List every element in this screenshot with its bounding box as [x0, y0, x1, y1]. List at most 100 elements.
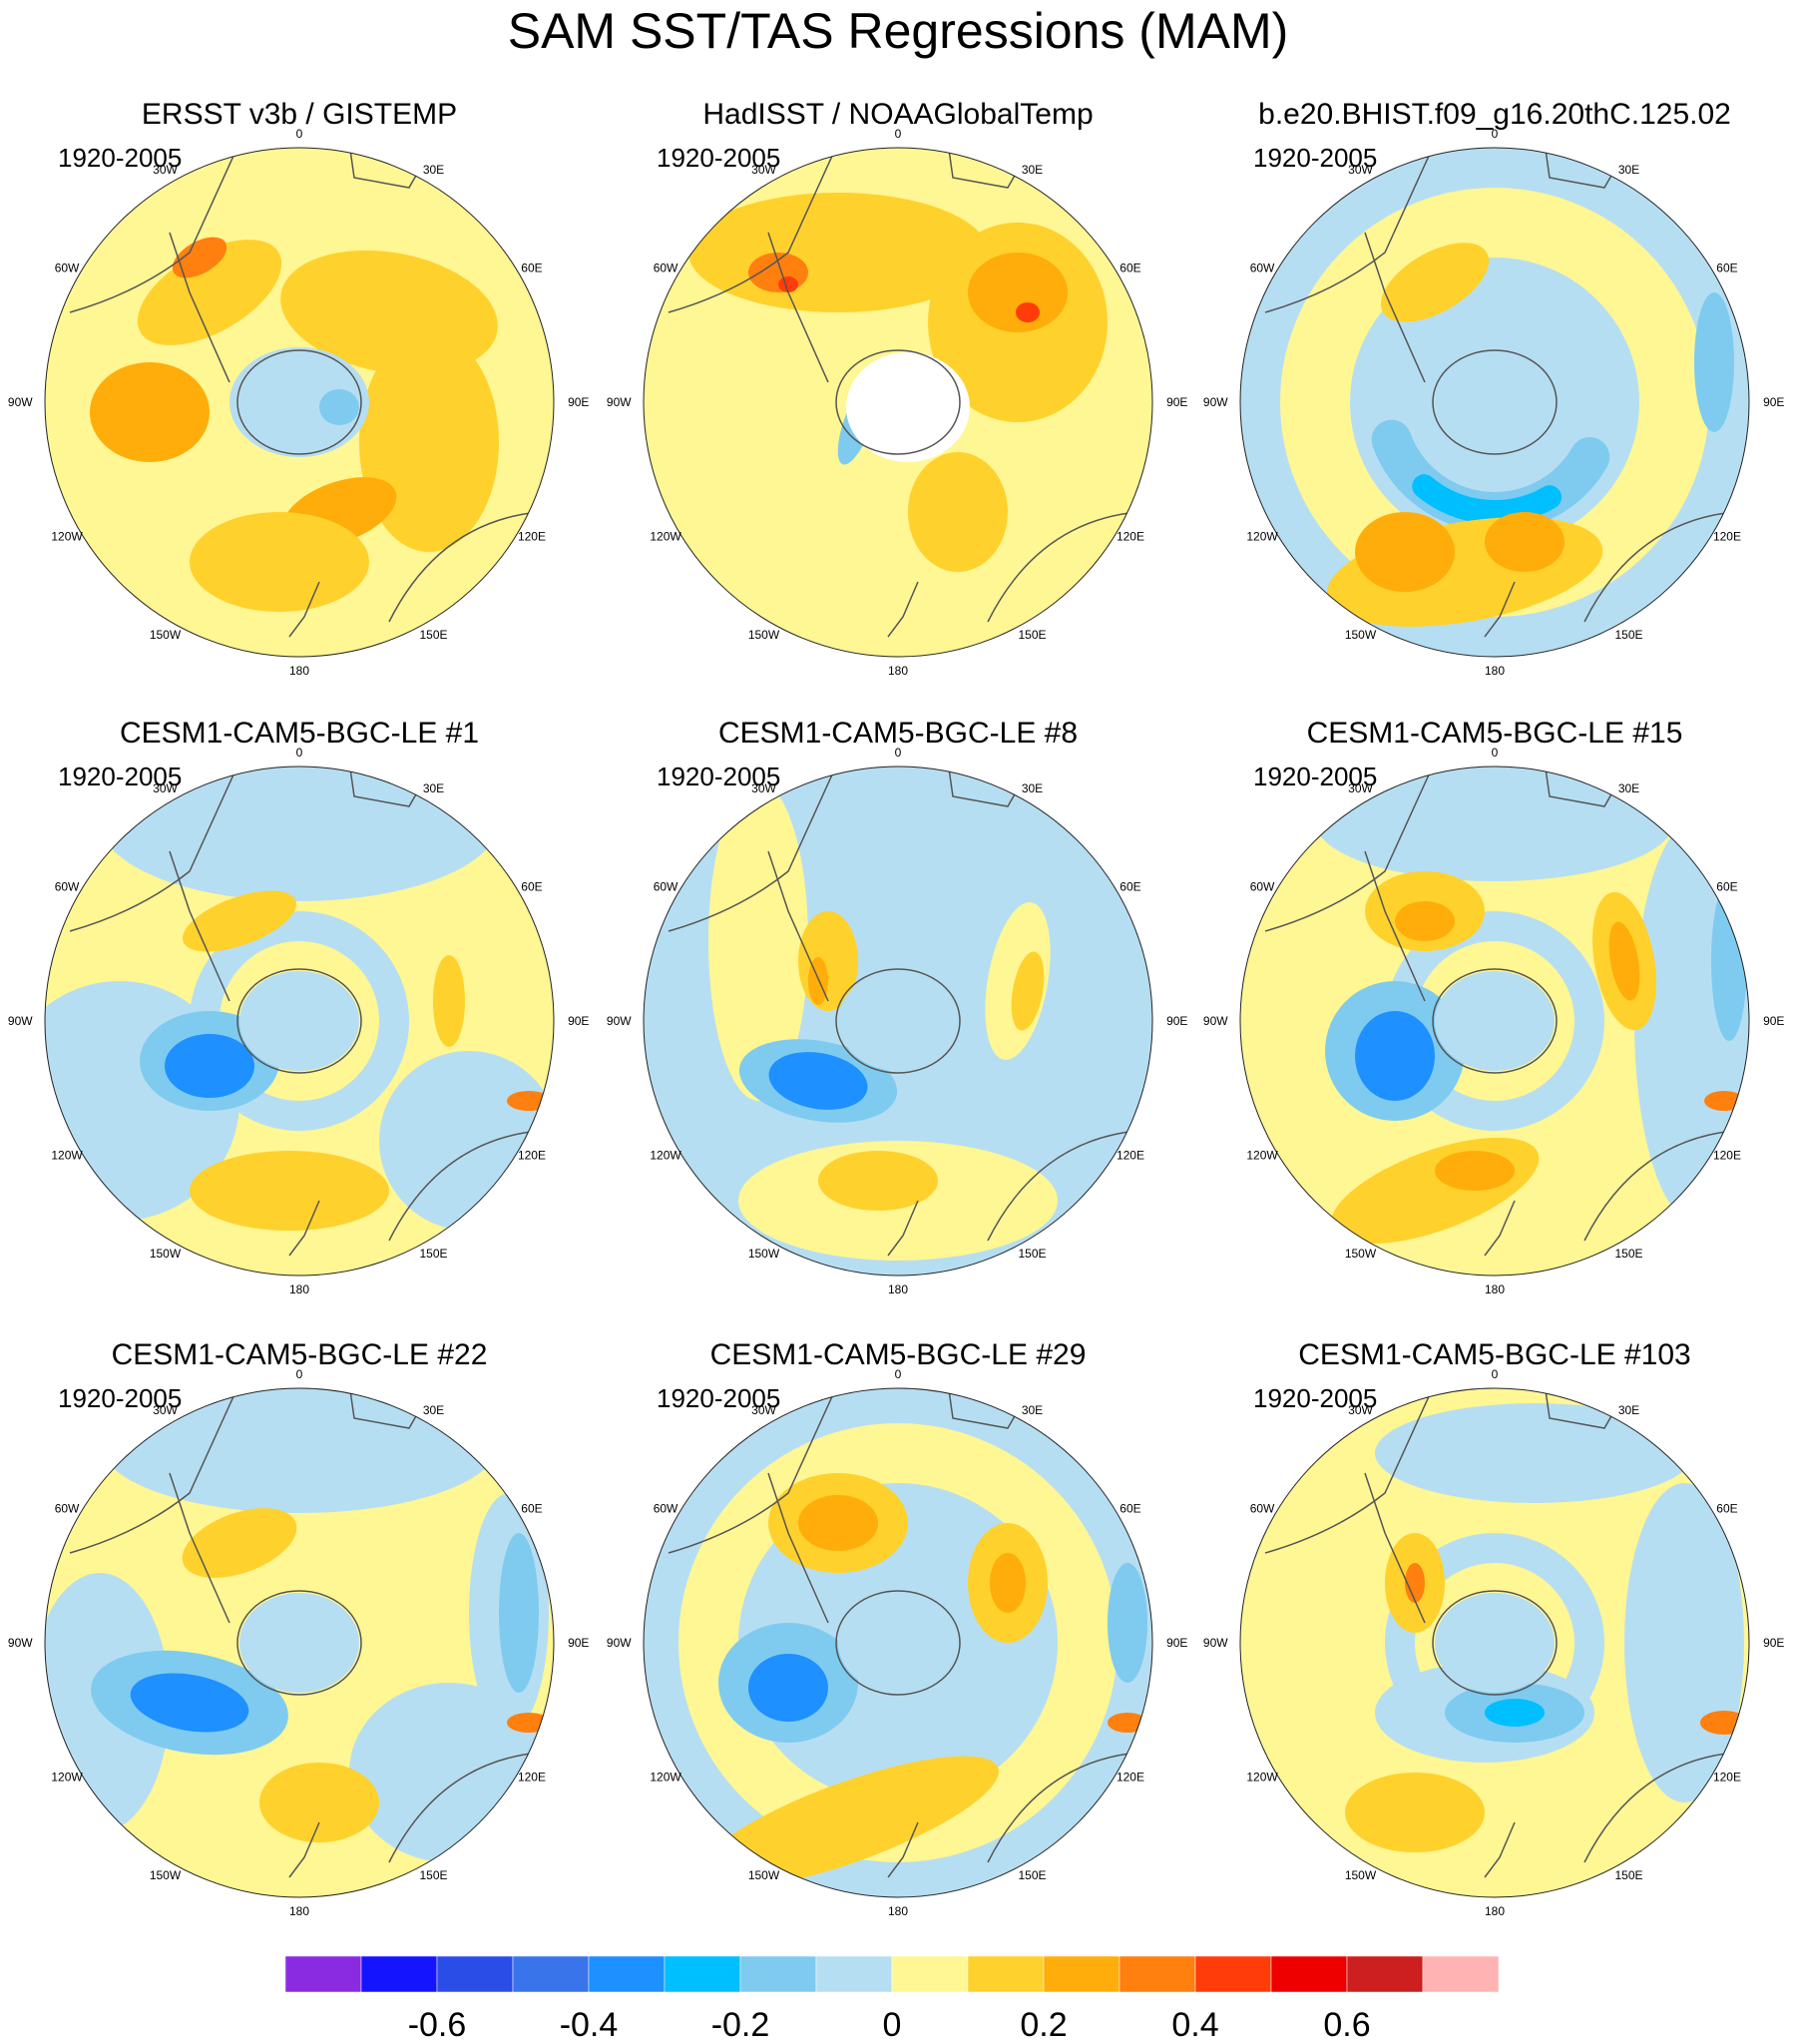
panel-period: 1920-2005	[657, 762, 781, 791]
longitude-label: 90E	[1763, 1014, 1784, 1028]
panel-title: ERSST v3b / GISTEMP	[141, 98, 458, 131]
longitude-label: 180	[289, 664, 309, 678]
antarctica	[239, 971, 359, 1071]
longitude-label: 150W	[748, 628, 780, 642]
map-field	[644, 148, 1152, 657]
longitude-label: 90W	[1203, 1636, 1228, 1650]
new-zealand-coastline	[1484, 1821, 1516, 1878]
anomaly-region	[768, 1052, 868, 1110]
australia-coastline	[1583, 1130, 1735, 1242]
panel-title: CESM1-CAM5-BGC-LE #22	[111, 1338, 488, 1371]
longitude-label: 0	[1492, 1367, 1499, 1381]
anomaly-region	[1011, 951, 1045, 1031]
new-zealand-coastline	[288, 1821, 320, 1878]
south-america-coastline	[1264, 766, 1436, 932]
peninsula-coastline	[1364, 1472, 1426, 1624]
longitude-label: 0	[296, 746, 303, 760]
antarctica-coastline	[236, 968, 362, 1074]
colorbar-swatch	[664, 1956, 741, 1993]
colorbar: -0.6 -0.4 -0.2 0 0.2 0.4 0.6	[0, 1956, 1796, 2044]
map-panel-le-8: CESM1-CAM5-BGC-LE #8 1920-2005 0 30E 60E 90…	[607, 714, 1188, 1312]
map-field	[45, 1388, 554, 1897]
anomaly-region	[1315, 766, 1674, 881]
peninsula-coastline	[767, 850, 829, 1002]
antarctica	[838, 971, 958, 1071]
map-panel-le-15: CESM1-CAM5-BGC-LE #15 1920-2005 0 30E 60E 9…	[1203, 714, 1785, 1312]
anomaly-region	[1485, 1699, 1545, 1727]
longitude-label: 120W	[51, 530, 83, 544]
anomaly-band	[1412, 474, 1562, 524]
south-america-coastline	[668, 766, 839, 932]
south-america-coastline	[69, 1388, 240, 1554]
longitude-label: 150W	[1345, 1868, 1377, 1882]
map-panel-le-22: CESM1-CAM5-BGC-LE #22 1920-2005 0 30E 60E 9…	[8, 1335, 590, 1934]
longitude-label: 0	[1492, 127, 1499, 141]
panel-period: 1920-2005	[1253, 1383, 1378, 1413]
south-america-coastline	[668, 148, 839, 313]
colorbar-tick-label: 0.4	[1171, 2006, 1218, 2044]
longitude-label: 30W	[1348, 1403, 1373, 1417]
colorbar-tick-label: -0.6	[408, 2006, 467, 2044]
colorbar-swatch	[436, 1956, 514, 1993]
colorbar-swatch	[588, 1956, 666, 1993]
longitude-label: 120W	[51, 1149, 83, 1163]
map-panel-bhist: b.e20.BHIST.f09_g16.20thC.125.02 1920-20…	[1203, 95, 1785, 694]
peninsula-coastline	[1364, 232, 1426, 383]
colorbar-swatch	[284, 1956, 362, 1993]
panel-title: CESM1-CAM5-BGC-LE #1	[119, 717, 480, 750]
panel-title: CESM1-CAM5-BGC-LE #15	[1306, 717, 1683, 750]
polar-map: 0 30E 60E 90E 120E 150E 180 150W 120W 90W 60W 30W	[607, 1367, 1188, 1918]
longitude-label: 150W	[150, 1247, 182, 1261]
longitude-label: 120W	[1246, 530, 1278, 544]
antarctica	[838, 1593, 958, 1693]
longitude-label: 150W	[150, 1868, 182, 1882]
colorbar-swatch	[739, 1956, 817, 1993]
anomaly-region	[818, 1151, 938, 1211]
polar-map: 0 30E 60E 90E 120E 150E 180 150W 120W 90W 60W 30W	[8, 1367, 590, 1918]
longitude-label: 90E	[568, 1636, 589, 1650]
anomaly-region	[190, 1151, 389, 1231]
anomaly-region	[1405, 1563, 1425, 1603]
longitude-label: 150E	[1614, 1247, 1642, 1261]
map-panel-ersst: ERSST v3b / GISTEMP 1920-2005 0 30E 60E 90E…	[8, 95, 590, 694]
anomaly-region	[1608, 921, 1640, 1001]
longitude-label: 90E	[1763, 1636, 1784, 1650]
panel-title: CESM1-CAM5-BGC-LE #8	[717, 717, 1079, 750]
new-zealand-coastline	[1484, 581, 1516, 638]
peninsula-coastline	[169, 232, 230, 383]
anomaly-region	[507, 1713, 551, 1733]
longitude-label: 0	[895, 127, 902, 141]
longitude-label: 120E	[1713, 1771, 1741, 1785]
colorbar-tick-label: 0	[883, 2006, 902, 2044]
new-zealand-coastline	[887, 581, 919, 638]
map-border	[1239, 1387, 1750, 1898]
anomaly-region	[190, 512, 369, 612]
longitude-label: 30E	[423, 1403, 444, 1417]
longitude-label: 180	[1485, 1904, 1505, 1918]
antarctica	[1433, 350, 1557, 454]
antarctica-coastline	[835, 349, 961, 455]
colorbar-swatch	[512, 1956, 590, 1993]
longitude-label: 30W	[751, 1403, 776, 1417]
polar-map: 0 30E 60E 90E 120E 150E 180 150W 120W 90W 60W 30W	[8, 127, 590, 678]
panel-title: b.e20.BHIST.f09_g16.20thC.125.02	[1258, 98, 1731, 131]
longitude-label: 180	[1485, 664, 1505, 678]
anomaly-region	[499, 1533, 539, 1693]
longitude-label: 60E	[1120, 880, 1140, 894]
longitude-label: 90W	[607, 395, 632, 409]
longitude-label: 0	[296, 1367, 303, 1381]
longitude-label: 60W	[1250, 880, 1275, 894]
figure-title: SAM SST/TAS Regressions (MAM)	[507, 3, 1289, 59]
longitude-label: 60E	[1716, 261, 1737, 275]
longitude-label: 30E	[1618, 163, 1639, 177]
antarctica	[1435, 1593, 1555, 1693]
longitude-label: 150E	[1018, 1868, 1046, 1882]
anomaly-region	[259, 1763, 379, 1842]
anomaly-region	[968, 253, 1068, 332]
antarctica-coastline	[835, 968, 961, 1074]
new-zealand-coastline	[887, 1200, 919, 1257]
anomaly-region	[1375, 1403, 1694, 1503]
colorbar-swatch	[1119, 1956, 1196, 1993]
anomaly-region	[130, 1673, 249, 1733]
panel-period: 1920-2005	[1253, 762, 1378, 791]
